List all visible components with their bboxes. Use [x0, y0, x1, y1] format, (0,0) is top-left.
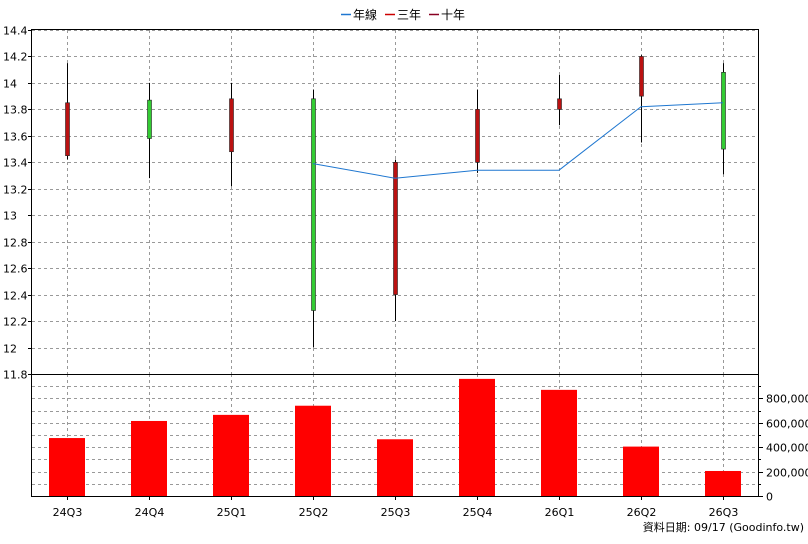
legend-label: 十年: [441, 8, 465, 22]
candlestick: [475, 89, 480, 173]
candlestick: [721, 63, 726, 175]
y-tick-label: 14: [3, 78, 17, 91]
x-tick-label: 25Q1: [217, 506, 247, 519]
candle-body: [475, 109, 480, 163]
y-tick-label: 12: [3, 343, 17, 356]
volume-bar: [705, 470, 741, 496]
y-tick-label: 13: [3, 210, 17, 223]
candle-body: [557, 98, 562, 110]
y-tick-label: 13.4: [3, 157, 28, 170]
candlestick: [311, 89, 316, 348]
volume-bar: [213, 414, 249, 496]
y-tick-label: 600,000: [766, 418, 808, 431]
y-tick-label: 0: [766, 491, 773, 504]
candle-body: [65, 102, 70, 156]
volume-bar: [623, 446, 659, 496]
annual-line: [312, 102, 724, 179]
y-tick-label: 14.2: [3, 51, 28, 64]
x-tick-label: 25Q3: [381, 506, 411, 519]
volume-bar: [131, 420, 167, 496]
price-y-axis: 14.4 14.2 14 13.8 13.6 13.4 13.2 13 12.8 12.6 12.4…: [3, 25, 32, 382]
volume-bar: [49, 438, 85, 496]
y-tick-label: 12.4: [3, 290, 28, 303]
candlesticks: [65, 55, 726, 348]
x-tick-label: 25Q4: [463, 506, 493, 519]
volume-bar: [377, 439, 413, 496]
candle-body: [229, 98, 234, 153]
x-tick-label: 26Q3: [709, 506, 739, 519]
candlestick: [65, 63, 70, 160]
candlestick: [229, 82, 234, 187]
x-tick-label: 24Q4: [135, 506, 165, 519]
legend: 年線 三年 十年: [341, 7, 465, 22]
x-tick-label: 26Q1: [545, 506, 575, 519]
x-tick-label: 26Q2: [627, 506, 657, 519]
volume-panel-border: [31, 374, 759, 497]
volume-y-axis: 800,000 600,000 400,000 200,000 0: [758, 386, 808, 504]
candle-body: [721, 72, 726, 150]
candlestick: [147, 82, 152, 179]
legend-label: 三年: [397, 8, 421, 22]
y-tick-label: 400,000: [766, 442, 808, 455]
x-tick-label: 25Q2: [299, 506, 329, 519]
y-tick-label: 200,000: [766, 467, 808, 480]
y-tick-label: 13.2: [3, 184, 28, 197]
candlestick: [557, 74, 562, 126]
footer-note: 資料日期: 09/17 (Goodinfo.tw): [643, 520, 804, 534]
candle-body: [639, 56, 644, 97]
candle-body: [393, 162, 398, 295]
y-tick-label: 11.8: [3, 369, 28, 382]
y-tick-label: 800,000: [766, 393, 808, 406]
y-tick-label: 12.6: [3, 263, 28, 276]
x-tick-label: 24Q3: [53, 506, 83, 519]
legend-label: 年線: [353, 7, 377, 22]
volume-bars: [49, 378, 741, 496]
candlestick: [639, 55, 644, 143]
volume-bar: [295, 405, 331, 496]
y-tick-label: 12.2: [3, 316, 28, 329]
y-tick-label: 13.8: [3, 104, 28, 117]
candlestick: [393, 159, 398, 322]
y-tick-label: 13.6: [3, 131, 28, 144]
volume-bar: [541, 389, 577, 496]
y-tick-label: 14.4: [3, 25, 28, 38]
volume-bar: [459, 378, 495, 496]
y-tick-label: 12.8: [3, 237, 28, 250]
candle-body: [311, 98, 316, 311]
x-axis: 24Q3 24Q4 25Q1 25Q2 25Q3 25Q4 26Q1 26Q2 26Q3: [53, 496, 739, 519]
annual-line-series: [312, 102, 724, 179]
candle-body: [147, 99, 152, 139]
